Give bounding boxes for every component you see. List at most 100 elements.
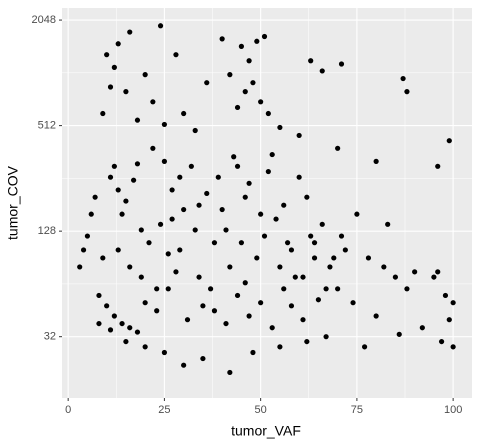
point — [431, 274, 437, 280]
point — [227, 72, 233, 78]
point — [331, 255, 337, 261]
point — [265, 110, 271, 117]
point — [404, 89, 410, 95]
point — [442, 292, 449, 299]
point — [181, 206, 187, 213]
point — [200, 303, 206, 309]
point — [123, 338, 129, 345]
point — [350, 300, 356, 306]
point — [373, 158, 379, 164]
point — [219, 36, 225, 42]
y-tick-label: 128 — [38, 225, 56, 237]
point — [234, 163, 241, 169]
point — [234, 104, 241, 111]
point — [281, 286, 287, 292]
point — [308, 58, 314, 64]
point — [315, 297, 321, 303]
point — [88, 211, 94, 217]
point — [284, 240, 291, 246]
point — [304, 338, 310, 345]
point — [196, 202, 202, 208]
point — [138, 227, 144, 233]
point — [365, 255, 372, 261]
point — [157, 221, 164, 227]
point — [177, 247, 183, 253]
point — [227, 369, 233, 376]
point — [184, 317, 191, 323]
point — [277, 264, 283, 270]
point — [258, 211, 264, 217]
point — [242, 194, 248, 200]
point — [104, 303, 110, 309]
point — [134, 117, 141, 123]
point — [142, 72, 148, 78]
point — [115, 247, 121, 253]
point — [338, 233, 345, 239]
point — [204, 190, 210, 197]
point — [111, 64, 117, 70]
point — [111, 313, 117, 319]
point — [204, 80, 210, 86]
point — [300, 317, 306, 323]
point — [258, 99, 264, 105]
point — [258, 300, 264, 306]
point — [323, 286, 329, 292]
y-tick-label: 32 — [44, 331, 56, 343]
point — [450, 300, 456, 306]
point — [246, 313, 252, 319]
point — [111, 163, 117, 169]
point — [269, 325, 275, 331]
point — [250, 349, 256, 356]
x-tick-label: 100 — [444, 404, 462, 416]
point — [242, 89, 248, 95]
point — [261, 233, 268, 239]
point — [107, 174, 114, 180]
point — [134, 161, 141, 167]
point — [277, 344, 283, 350]
point — [192, 227, 198, 233]
point — [165, 286, 171, 292]
point — [177, 174, 183, 180]
point — [288, 247, 295, 253]
point — [123, 198, 129, 204]
point — [435, 269, 441, 275]
point — [181, 362, 187, 368]
point — [361, 344, 368, 350]
point — [154, 286, 160, 292]
point — [131, 177, 137, 183]
point — [273, 216, 279, 222]
point — [134, 329, 141, 335]
point — [354, 211, 360, 217]
point — [161, 121, 168, 128]
point — [219, 206, 225, 213]
point — [181, 110, 187, 117]
point — [392, 274, 398, 280]
point — [150, 145, 156, 151]
point — [127, 325, 133, 331]
point — [300, 274, 306, 280]
point — [84, 233, 91, 239]
point — [169, 187, 175, 193]
point — [296, 132, 302, 139]
point — [127, 29, 133, 35]
point — [227, 264, 233, 270]
point — [119, 320, 125, 327]
point — [104, 52, 110, 58]
point — [107, 84, 114, 90]
point — [308, 233, 314, 239]
point — [319, 68, 325, 74]
point — [265, 168, 271, 175]
point — [304, 194, 310, 200]
point — [419, 325, 425, 331]
point — [196, 274, 202, 280]
point — [254, 38, 260, 44]
point — [173, 52, 179, 58]
point — [412, 269, 418, 275]
point — [250, 80, 256, 86]
point — [450, 344, 456, 350]
point — [242, 280, 248, 286]
point — [107, 327, 114, 333]
point — [342, 247, 348, 253]
panel — [62, 8, 472, 398]
